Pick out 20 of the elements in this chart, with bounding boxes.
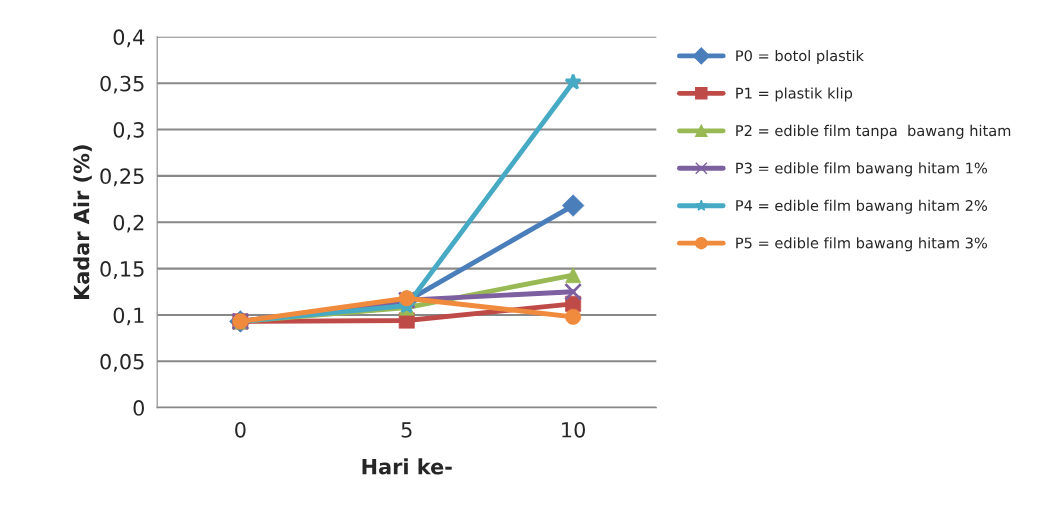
x-axis-title: Hari ke- [362,458,452,475]
y-tick-label: 0 [133,400,144,416]
y-tick-label: 0,4 [113,29,145,48]
legend-label: P3 = edible film bawang hitam 1% [736,162,987,177]
y-tick-label: 0,35 [100,75,144,94]
y-tick-label: 0,1 [113,307,144,326]
legend-label: P5 = edible film bawang hitam 3% [736,237,987,252]
y-tick-label: 0,15 [100,261,144,279]
legend-label: P1 = plastik klip [736,87,853,102]
y-tick-label: 0,3 [113,121,144,140]
y-tick-label: 0,25 [100,168,144,187]
legend-label: P4 = edible film bawang hitam 2% [736,199,987,214]
x-tick-label: 5 [401,422,412,438]
x-tick-label: 10 [562,421,585,438]
x-tick-label: 0 [235,421,246,438]
y-tick-label: 0,2 [113,214,144,233]
y-tick-label: 0,05 [100,353,144,372]
legend-label: P0 = botol plastik [736,49,864,65]
y-axis-title: Kadar Air (%) [73,145,92,300]
legend-label: P2 = edible film tanpa bawang hitam [736,124,1011,139]
